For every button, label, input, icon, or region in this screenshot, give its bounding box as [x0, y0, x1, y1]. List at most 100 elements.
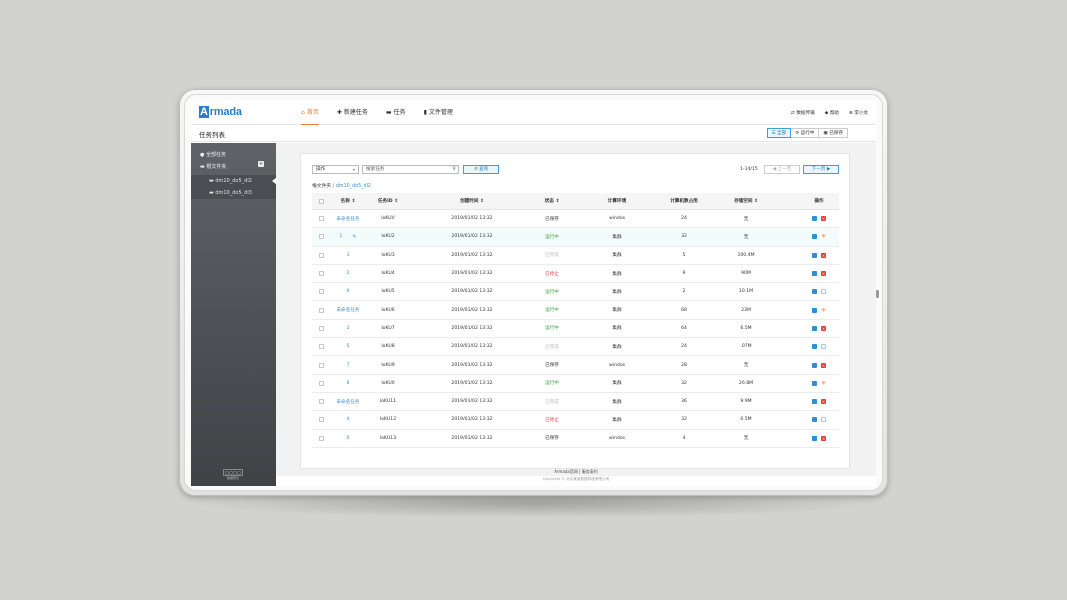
next-page-button[interactable]: 下一页 ▶: [803, 165, 839, 174]
edit-icon[interactable]: [812, 344, 817, 350]
table-row[interactable]: 未命名任务 IoKU11 2019/01/02 13:32 已完成 集群 36 9.9M ×: [312, 393, 839, 412]
filter-saved-button[interactable]: ▣ 已保存: [818, 128, 848, 138]
column-header-state[interactable]: 状态 ⇕: [544, 199, 560, 204]
table-row[interactable]: 5 IoKU8 2019/01/02 13:32 已完成 集群 24 .07M: [312, 338, 839, 357]
folder-icon: ▬: [209, 178, 216, 184]
edit-icon[interactable]: [812, 289, 817, 295]
select-all-checkbox[interactable]: [318, 198, 324, 204]
row-checkbox[interactable]: [318, 252, 324, 258]
delete-icon[interactable]: ×: [821, 362, 826, 368]
column-header-name[interactable]: 名称 ⇕: [340, 199, 356, 204]
table-row[interactable]: 8 IoKU0 2019/01/02 13:32 运行中 集群 32 26.8M ✳: [312, 375, 839, 393]
edit-icon[interactable]: [812, 307, 817, 313]
row-actions: ×: [798, 430, 840, 447]
stop-icon[interactable]: ✳: [820, 379, 827, 387]
nav-tasks[interactable]: ▬ 任务: [385, 109, 406, 116]
checkbox-icon[interactable]: [821, 344, 826, 350]
query-button[interactable]: ⟲ 查询: [463, 165, 499, 174]
task-name-link[interactable]: 4: [346, 417, 350, 423]
nav-new-task[interactable]: ✚ 新建任务: [336, 109, 368, 116]
task-name-link[interactable]: 6: [346, 435, 350, 441]
table-row[interactable]: 1 ✎ IoKU2 2019/01/02 13:32 运行中 集群 32 无 ✳: [312, 228, 839, 247]
user-menu[interactable]: ⊕ 李小龙: [848, 110, 868, 116]
row-checkbox[interactable]: [318, 380, 324, 386]
column-header-storage[interactable]: 存储空间 ⇕: [734, 199, 758, 204]
sidebar-folder-item[interactable]: ▬ dm10_do5_dl3: [191, 187, 276, 199]
add-folder-button[interactable]: +: [258, 161, 264, 167]
delete-icon[interactable]: ×: [821, 271, 826, 277]
row-checkbox[interactable]: [318, 289, 324, 295]
sidebar-item-all-tasks[interactable]: ● 全部任务: [200, 152, 226, 158]
edit-icon[interactable]: [812, 252, 817, 258]
prev-page-button[interactable]: ◀ 上一页: [764, 165, 800, 174]
delete-icon[interactable]: ×: [821, 399, 826, 405]
filter-all-button[interactable]: ☰ 全部: [766, 128, 792, 138]
task-name-link[interactable]: 2: [346, 271, 350, 277]
row-checkbox[interactable]: [318, 271, 324, 277]
nav-home[interactable]: ⌂ 首页: [301, 100, 319, 125]
edit-icon[interactable]: [812, 271, 817, 277]
delete-icon[interactable]: ×: [821, 435, 826, 441]
row-checkbox[interactable]: [318, 325, 324, 331]
filter-running-button[interactable]: ⟳ 运行中: [790, 128, 820, 138]
action-select[interactable]: 操作 ▾: [312, 165, 359, 174]
task-name-link[interactable]: 未命名任务: [336, 308, 360, 314]
footer-links[interactable]: Armada官网 | 服务条约: [554, 469, 598, 474]
table-row[interactable]: 2 IoKU7 2019/01/02 13:32 运行中 集群 64 6.5M ×: [312, 320, 839, 339]
stop-icon[interactable]: ✳: [820, 306, 827, 314]
task-name-link[interactable]: 未命名任务: [336, 216, 360, 222]
nav-file-management[interactable]: ▮ 文件管理: [423, 109, 453, 116]
table-row[interactable]: 4 IoKU12 2019/01/02 13:32 已停止 集群 32 0.5M: [312, 411, 839, 430]
edit-icon[interactable]: [812, 417, 817, 423]
task-environment: 集群: [612, 417, 622, 423]
task-name-link[interactable]: 未命名任务: [336, 399, 360, 405]
task-name-link[interactable]: 3: [346, 252, 350, 258]
edit-icon[interactable]: [812, 325, 817, 331]
checkbox-icon[interactable]: [821, 417, 826, 423]
row-checkbox[interactable]: [318, 234, 324, 240]
table-row[interactable]: 3 IoKU3 2019/01/02 13:32 已完成 集群 5 100.4M ×: [312, 247, 839, 265]
row-checkbox[interactable]: [318, 399, 324, 405]
row-checkbox[interactable]: [318, 435, 324, 441]
sidebar-folder-item[interactable]: ▬ dm10_do5_dl2: [191, 175, 276, 187]
delete-icon[interactable]: ×: [821, 252, 826, 258]
column-header-id[interactable]: 任务ID ⇕: [377, 199, 399, 204]
checkbox-icon[interactable]: [821, 289, 826, 295]
help-link[interactable]: ◆ 帮助: [824, 110, 839, 116]
sidebar-item-root-folder[interactable]: ▬ 根文件夹: [200, 164, 227, 170]
edit-icon[interactable]: [812, 399, 817, 405]
breadcrumb-root[interactable]: 根文件夹: [312, 184, 332, 189]
task-name-link[interactable]: 8: [346, 380, 350, 386]
search-input[interactable]: 搜索任务 ⚲: [362, 165, 459, 174]
row-checkbox[interactable]: [318, 417, 324, 423]
row-checkbox[interactable]: [318, 362, 324, 368]
row-actions: ✳: [798, 301, 840, 318]
edit-icon[interactable]: [812, 435, 817, 441]
task-name-link[interactable]: 5: [346, 344, 350, 350]
table-row[interactable]: 未命名任务 IoKU6 2019/01/02 13:32 运行中 集群 68 23M ✳: [312, 301, 840, 320]
delete-icon[interactable]: ×: [821, 216, 826, 222]
table-row[interactable]: 7 IoKU9 2019/01/02 13:32 已保存 windos 28 无 ×: [312, 356, 839, 375]
task-name-link[interactable]: 7: [346, 362, 350, 368]
stop-icon[interactable]: ✳: [820, 233, 827, 241]
edit-icon[interactable]: [812, 380, 817, 386]
rename-icon[interactable]: ✎: [352, 233, 357, 240]
edit-icon[interactable]: [812, 362, 817, 368]
row-checkbox[interactable]: [318, 344, 324, 350]
edit-icon[interactable]: [812, 234, 817, 240]
row-checkbox[interactable]: [318, 307, 324, 313]
table-row[interactable]: 6 IoKU13 2019/01/02 13:32 已保存 windos 4 无 ×: [312, 430, 839, 448]
data-transfer-link[interactable]: ⇄ 数据传输: [791, 110, 815, 116]
delete-icon[interactable]: ×: [821, 325, 826, 331]
table-row[interactable]: 2 IoKU4 2019/01/02 13:32 已停止 集群 9 90M ×: [312, 265, 839, 284]
table-row[interactable]: 9 IoKU5 2019/01/02 13:32 运行中 集群 2 10.1M: [312, 283, 839, 302]
breadcrumb-current[interactable]: dm10_do5_dl2: [335, 184, 371, 189]
edit-icon[interactable]: [812, 216, 817, 222]
column-header-created[interactable]: 创建时间 ⇕: [460, 199, 484, 204]
task-name-link[interactable]: 1: [339, 234, 343, 240]
table-row[interactable]: 未命名任务 IoKUV 2019/01/02 13:32 已保存 windos 24 无 ×: [312, 210, 839, 229]
row-checkbox[interactable]: [318, 216, 324, 222]
task-name-link[interactable]: 2: [346, 325, 350, 331]
task-name-link[interactable]: 9: [346, 289, 350, 295]
